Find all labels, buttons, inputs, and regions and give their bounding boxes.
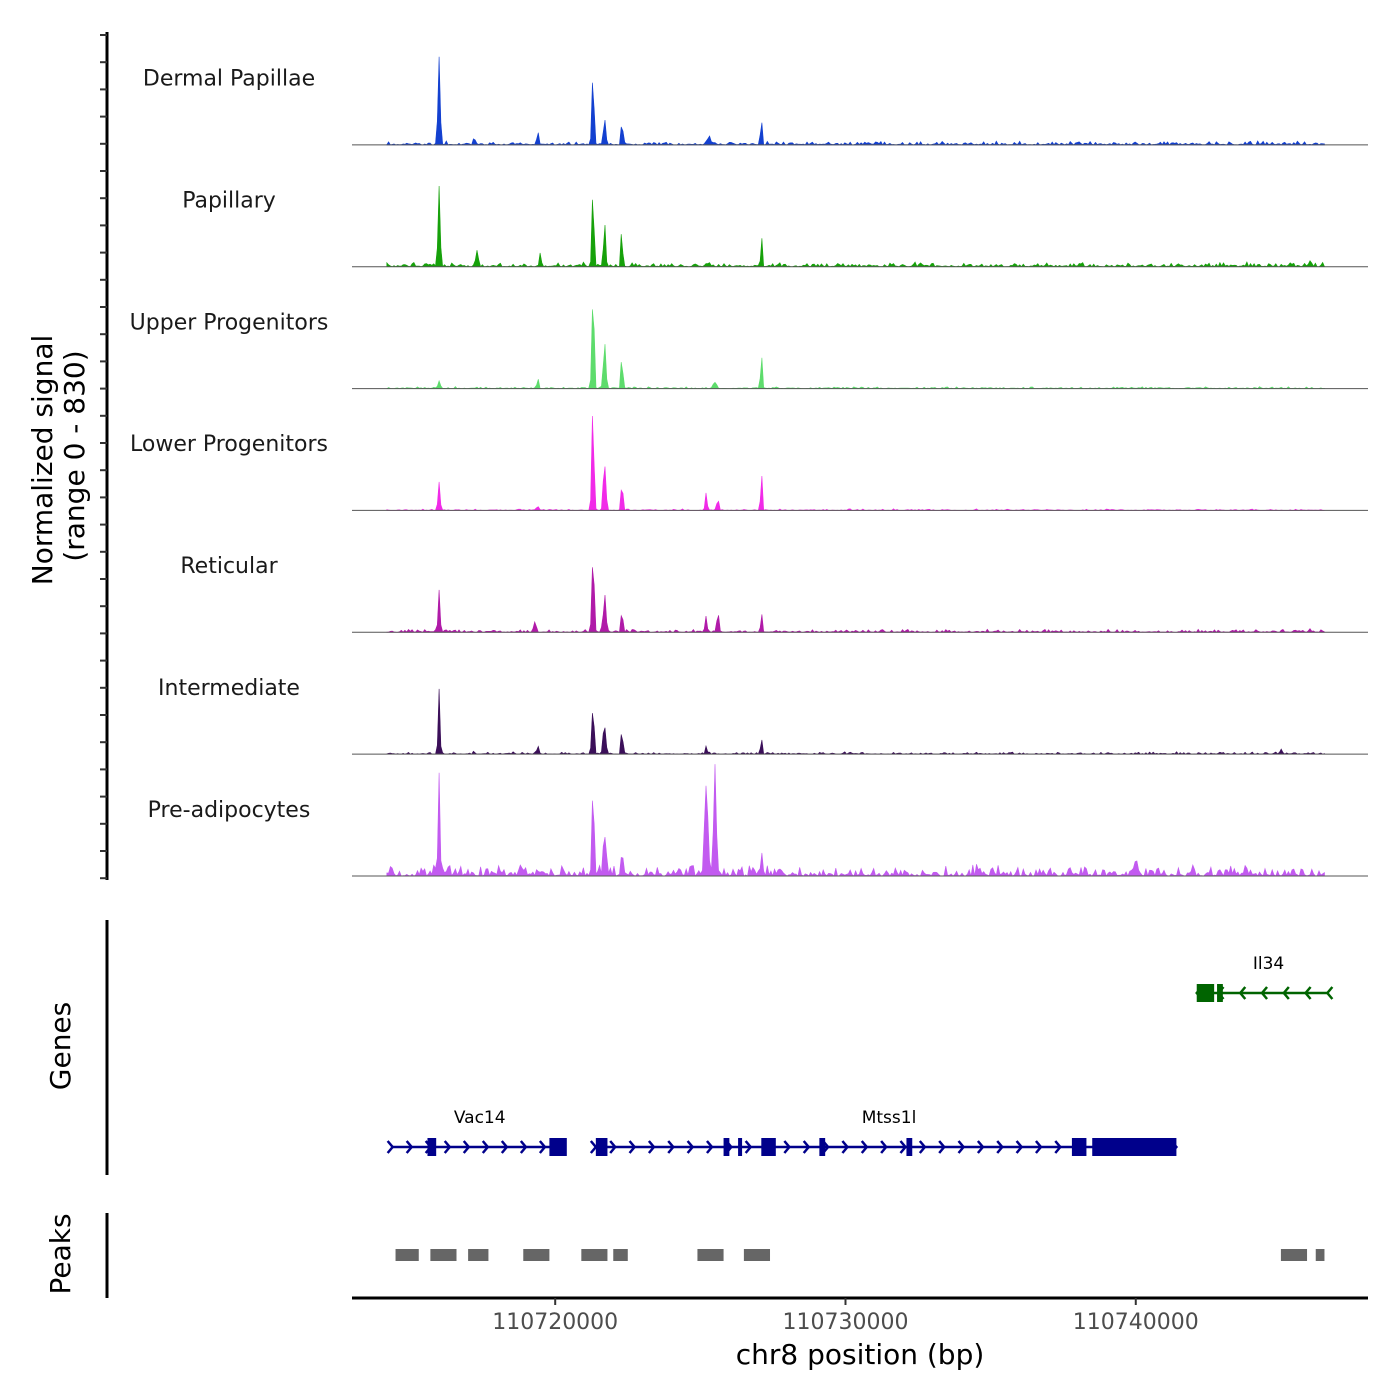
strand-arrow (686, 1140, 695, 1154)
peak-region (1280, 1249, 1308, 1261)
peak-region (1315, 1249, 1325, 1261)
gene-exon (1217, 984, 1223, 1002)
genes-y-title: Genes (44, 1002, 77, 1090)
peak-region (395, 1249, 419, 1261)
coverage-y-title-line2: (range 0 - 830) (58, 350, 91, 561)
gene-exon (427, 1138, 437, 1156)
strand-arrow (1325, 986, 1334, 1000)
track-dermal-papillae: Dermal Papillae (143, 56, 1368, 146)
gene-exon (761, 1138, 776, 1156)
gene-exon (1071, 1138, 1087, 1156)
track-label: Papillary (182, 189, 276, 214)
track-papillary: Papillary (182, 185, 1368, 268)
gene-exon (1196, 984, 1215, 1002)
strand-arrow (802, 1140, 811, 1154)
gene-exon (819, 1138, 826, 1156)
x-tick-label: 110720000 (492, 1310, 618, 1335)
gene-exon (549, 1138, 567, 1156)
strand-arrow (996, 1140, 1004, 1154)
strand-arrow (462, 1140, 471, 1154)
peak-region (430, 1249, 457, 1261)
gene-exon (906, 1138, 913, 1156)
strand-arrow (519, 1140, 528, 1154)
x-axis-title: chr8 position (bp) (736, 1338, 985, 1371)
track-lower-progenitors: Lower Progenitors (130, 415, 1368, 511)
peak-region (697, 1249, 724, 1261)
track-label: Lower Progenitors (130, 432, 328, 457)
gene-exon (738, 1138, 743, 1156)
track-intermediate: Intermediate (158, 676, 1368, 755)
track-label: Pre-adipocytes (148, 798, 311, 823)
strand-arrow (538, 1140, 547, 1154)
peak-region (523, 1249, 550, 1261)
strand-arrow (957, 1140, 966, 1154)
strand-arrow (841, 1140, 850, 1154)
x-axis: 110720000 110730000 110740000 (352, 1296, 1368, 1335)
strand-arrow (386, 1140, 395, 1154)
track-label: Intermediate (158, 676, 300, 701)
track-label: Upper Progenitors (130, 310, 329, 335)
strand-arrow (938, 1140, 946, 1154)
peak-track (395, 1249, 1325, 1261)
coverage-y-title-line1: Normalized signal (26, 335, 59, 586)
coverage-area (386, 56, 1325, 146)
strand-arrow (667, 1140, 675, 1154)
strand-arrow (1054, 1140, 1062, 1154)
strand-arrow (628, 1140, 637, 1154)
strand-arrow (880, 1140, 888, 1154)
gene-label: Vac14 (454, 1108, 506, 1128)
gene-track: Vac14 Mtss1l Il34 (386, 954, 1334, 1156)
strand-arrow (500, 1140, 509, 1154)
strand-arrow (1303, 986, 1312, 1000)
coverage-area (386, 764, 1325, 877)
strand-arrow (860, 1140, 869, 1154)
strand-arrow (783, 1140, 791, 1154)
gene-exon (595, 1138, 608, 1156)
strand-arrow (405, 1140, 414, 1154)
gene-vac14: Vac14 (386, 1108, 567, 1156)
peak-region (613, 1249, 628, 1261)
coverage-area (385, 309, 1325, 389)
strand-arrow (1015, 1140, 1024, 1154)
coverage-area (386, 185, 1325, 268)
strand-arrow (481, 1140, 490, 1154)
strand-arrow (744, 1140, 753, 1154)
coverage-tracks: Dermal Papillae Papillary Upper Progenitor… (130, 56, 1368, 877)
gene-label: Il34 (1253, 954, 1284, 974)
strand-arrow (1260, 986, 1269, 1000)
track-reticular: Reticular (180, 554, 1368, 633)
peak-region (581, 1249, 608, 1261)
coverage-y-axis (100, 32, 109, 880)
strand-arrow (1282, 986, 1290, 1000)
gene-label: Mtss1l (862, 1108, 917, 1128)
strand-arrow (609, 1140, 617, 1154)
x-tick-label: 110740000 (1073, 1310, 1199, 1335)
x-tick-label: 110730000 (782, 1310, 908, 1335)
strand-arrow (443, 1140, 452, 1154)
strand-arrow (647, 1140, 656, 1154)
strand-arrow (1238, 986, 1247, 1000)
strand-arrow (899, 1140, 908, 1154)
coverage-area (386, 567, 1325, 633)
gene-il34: Il34 (1195, 954, 1334, 1002)
strand-arrow (705, 1140, 714, 1154)
gene-mtss1l: Mtss1l (589, 1108, 1179, 1156)
track-label: Dermal Papillae (143, 67, 315, 92)
track-label: Reticular (180, 554, 278, 579)
peaks-y-title: Peaks (44, 1213, 77, 1294)
track-pre-adipocytes: Pre-adipocytes (148, 764, 1368, 877)
peak-region (743, 1249, 771, 1261)
track-upper-progenitors: Upper Progenitors (130, 309, 1368, 390)
gene-exon (723, 1138, 730, 1156)
strand-arrow (589, 1140, 598, 1154)
coverage-area (386, 688, 1325, 755)
peak-region (468, 1249, 489, 1261)
strand-arrow (1034, 1140, 1043, 1154)
gene-exon (1092, 1138, 1177, 1156)
strand-arrow (976, 1140, 985, 1154)
coverage-area (386, 415, 1325, 511)
strand-arrow (918, 1140, 927, 1154)
